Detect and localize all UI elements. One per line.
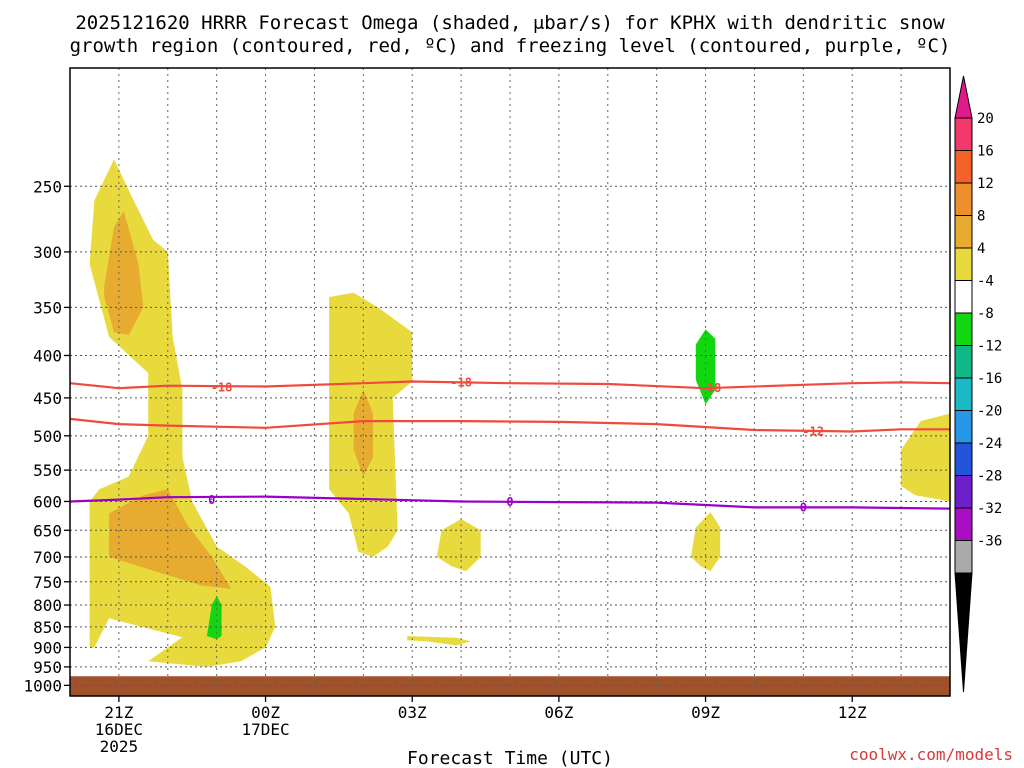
omega-region-3	[436, 519, 481, 572]
y-tick-label-250: 250	[33, 177, 62, 196]
contour-label-0-1: 0	[506, 495, 513, 509]
y-tick-label-950: 950	[33, 658, 62, 677]
contour-label-0-0: 0	[208, 493, 215, 507]
y-tick-label-550: 550	[33, 461, 62, 480]
y-tick-label-850: 850	[33, 618, 62, 637]
colorbar-segment-1	[954, 150, 973, 184]
colorbar-segment-4	[954, 247, 973, 281]
x-tick-label-12z: 12Z	[838, 703, 867, 722]
colorbar-segment-6	[954, 312, 973, 346]
x-axis-label: Forecast Time (UTC)	[407, 748, 613, 768]
colorbar-label--20: -20	[977, 404, 1002, 420]
x-tick-label-03z: 03Z	[398, 703, 427, 722]
colorbar-segment-3	[954, 215, 973, 249]
x-tick-label-00z: 00Z	[251, 703, 280, 722]
x-tick-label-17dec: 17DEC	[241, 720, 289, 739]
contour-labels: -18 -18 -18 -12 0 0 0	[208, 375, 824, 514]
x-tick-label-06z: 06Z	[544, 703, 573, 722]
omega-region-8	[353, 389, 374, 477]
y-axis: 2503003504004505005506006507007508008509…	[23, 177, 70, 695]
colorbar-segment-11	[954, 475, 973, 509]
omega-region-10	[695, 329, 716, 405]
colorbar-label--4: -4	[977, 274, 994, 290]
contour-label--18-2: -18	[700, 381, 722, 395]
colorbar-label--32: -32	[977, 501, 1002, 517]
y-tick-label-450: 450	[33, 389, 62, 408]
contour-label--18-0: -18	[211, 380, 233, 394]
colorbar-segment-7	[954, 345, 973, 379]
x-tick-label-09z: 09Z	[691, 703, 720, 722]
colorbar-segment-8	[954, 377, 973, 411]
colorbar-label--28: -28	[977, 469, 1002, 485]
colorbar: 20 16 12 8 4 -4 -8 -12 -16 -20 -24 -28 -32 -36	[954, 75, 1002, 693]
plot-frame	[69, 67, 951, 697]
omega-region-4	[690, 512, 721, 572]
colorbar-segment-12	[954, 507, 973, 541]
colorbar-segment-2	[954, 182, 973, 216]
omega-region-6	[104, 211, 144, 336]
colorbar-segment-9	[954, 410, 973, 444]
colorbar-label-12: 12	[977, 176, 994, 192]
x-tick-label-16dec: 16DEC	[95, 720, 143, 739]
y-tick-label-800: 800	[33, 596, 62, 615]
colorbar-label--12: -12	[977, 339, 1002, 355]
chart-title-line1: 2025121620 HRRR Forecast Omega (shaded, …	[75, 12, 945, 34]
colorbar-top-arrow	[954, 75, 973, 119]
credit-text: coolwx.com/models	[849, 745, 1013, 764]
colorbar-segment-5	[954, 280, 973, 314]
y-tick-label-650: 650	[33, 521, 62, 540]
omega-region-2	[407, 636, 471, 646]
colorbar-segment-13	[954, 540, 973, 574]
colorbar-label-16: 16	[977, 144, 994, 160]
colorbar-label--24: -24	[977, 436, 1002, 452]
colorbar-bottom-arrow	[954, 572, 973, 693]
omega-region-5	[901, 413, 950, 502]
y-tick-label-600: 600	[33, 492, 62, 511]
y-tick-label-300: 300	[33, 243, 62, 262]
y-tick-label-1000: 1000	[23, 676, 62, 695]
contour-lines	[70, 380, 950, 510]
y-tick-label-400: 400	[33, 346, 62, 365]
colorbar-segment-0	[954, 117, 973, 151]
contour-label--18-1: -18	[450, 375, 472, 389]
y-tick-label-350: 350	[33, 298, 62, 317]
colorbar-label-20: 20	[977, 111, 994, 127]
x-tick-label-2025: 2025	[100, 737, 139, 756]
colorbar-label--8: -8	[977, 306, 994, 322]
contour-label-0-2: 0	[800, 500, 807, 514]
y-tick-label-700: 700	[33, 548, 62, 567]
contour-line--12	[70, 417, 950, 433]
y-tick-label-750: 750	[33, 573, 62, 592]
colorbar-label--36: -36	[977, 534, 1002, 550]
contour-line-0	[70, 495, 950, 510]
chart-title-line2: growth region (contoured, red, ºC) and f…	[70, 35, 951, 57]
omega-region-9	[206, 595, 222, 640]
colorbar-segment-10	[954, 442, 973, 476]
contour-line--18	[70, 380, 950, 390]
colorbar-label-4: 4	[977, 241, 985, 257]
plot-area: -18 -18 -18 -12 0 0 0 250 300 350 400 450 500 550 600…	[23, 67, 951, 756]
grid-lines	[70, 68, 950, 696]
contour-label--12-0: -12	[802, 424, 824, 438]
x-tick-label-21z: 21Z	[104, 703, 133, 722]
colorbar-label--16: -16	[977, 371, 1002, 387]
colorbar-label-8: 8	[977, 209, 985, 225]
y-tick-label-500: 500	[33, 427, 62, 446]
omega-shading	[89, 159, 950, 667]
omega-region-7	[109, 489, 232, 589]
y-tick-label-900: 900	[33, 638, 62, 657]
